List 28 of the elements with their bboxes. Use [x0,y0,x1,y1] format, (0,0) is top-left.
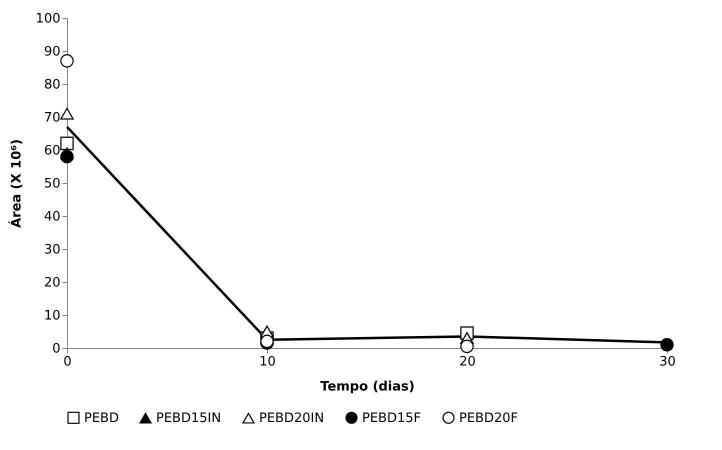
x-tick-label: 10 [259,354,276,370]
y-tick-label: 10 [44,308,60,324]
y-tick-label: 80 [44,78,60,92]
y-tick-label: 40 [44,210,60,224]
point [60,108,74,120]
y-tick-label: 70 [44,110,60,126]
point [460,340,474,354]
point [60,54,74,68]
legend-label: PEBD15IN [156,411,222,426]
x-tick-label: 0 [63,354,72,370]
legend-label: PEBD20F [459,410,518,426]
legend-label: PEBD20IN [259,411,324,426]
y-tick-label: 20 [44,276,60,290]
y-tick-label: 0 [52,342,60,356]
y-tick-label: 50 [44,176,60,192]
y-tick-label: 90 [44,44,60,60]
point [60,136,74,150]
x-axis-title: Tempo (dias) [320,380,415,394]
point [660,338,674,352]
y-tick-label: 100 [36,12,60,26]
point [60,150,74,164]
x-tick-label: 20 [459,354,476,370]
y-axis-title: Área (X 10⁶) [8,139,25,228]
y-tick-label: 30 [44,242,60,258]
x-tick-label: 30 [659,354,676,370]
y-tick-label: 60 [44,144,60,158]
legend-label: PEBD [84,410,119,426]
legend-label: PEBD15F [362,410,422,426]
